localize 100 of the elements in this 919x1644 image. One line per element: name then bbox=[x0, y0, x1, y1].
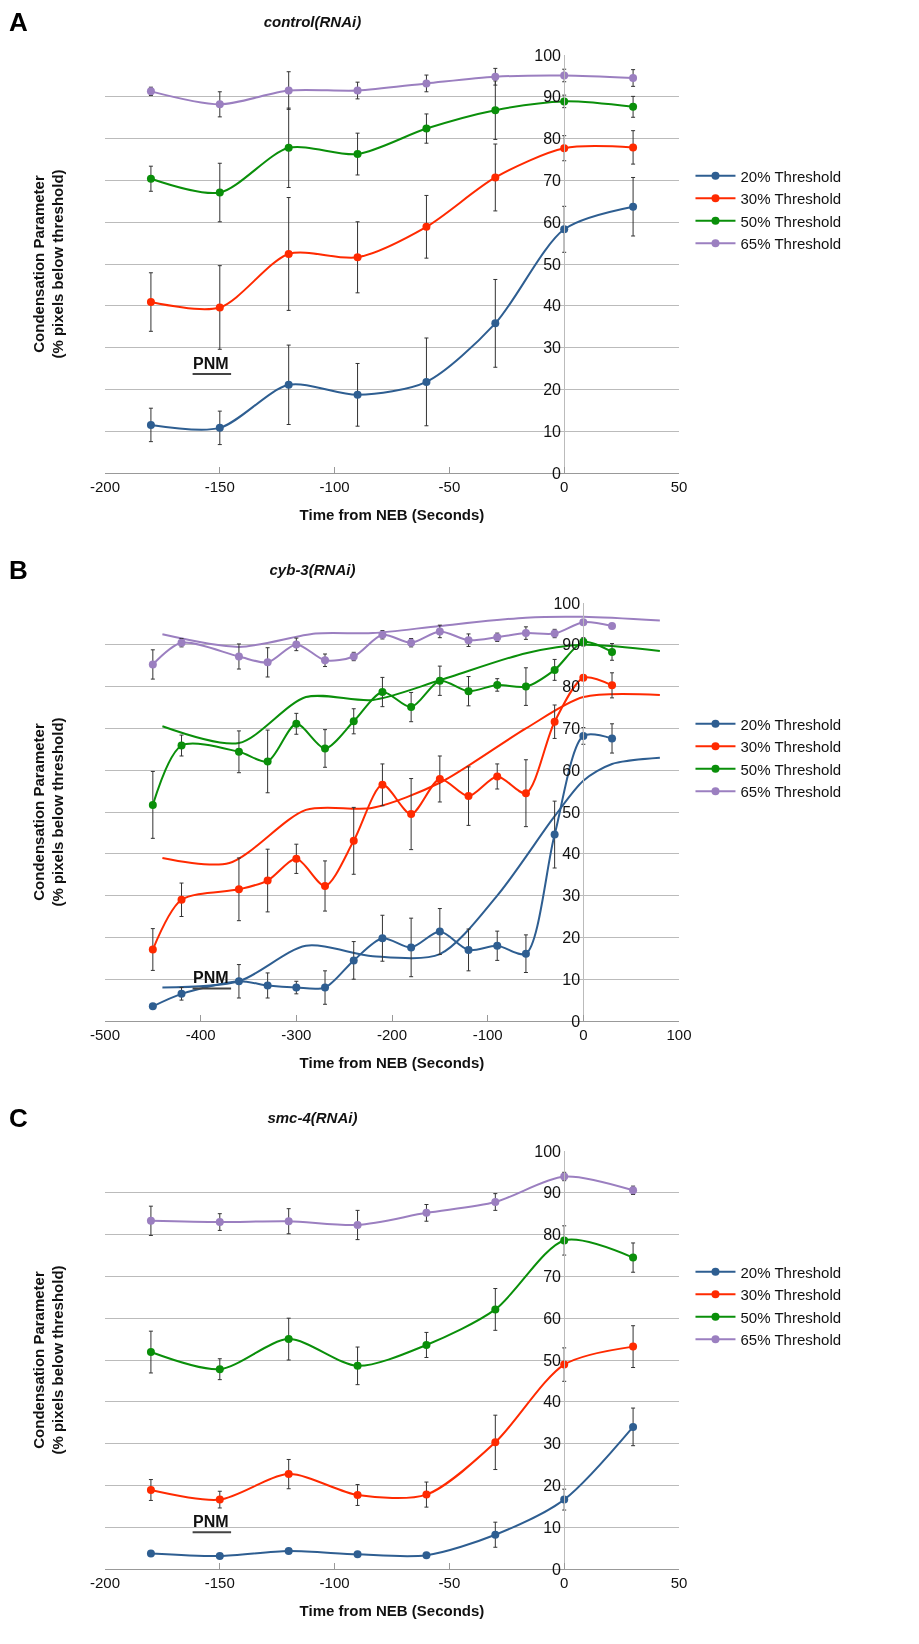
x-tick-label: 50 bbox=[670, 478, 688, 495]
point bbox=[284, 1217, 293, 1226]
y-tick-label: 10 bbox=[543, 1518, 562, 1536]
point bbox=[148, 800, 157, 809]
annotation: PNM bbox=[193, 969, 229, 986]
y-tick-label: 10 bbox=[562, 970, 581, 988]
point bbox=[608, 681, 617, 690]
chart-title: smc-4(RNAi) bbox=[267, 1108, 358, 1126]
x-tick-label: -200 bbox=[89, 1574, 121, 1591]
point bbox=[521, 789, 530, 798]
point bbox=[579, 618, 588, 627]
x-tick-label: 100 bbox=[666, 1026, 692, 1043]
point bbox=[284, 1470, 293, 1479]
y-tick-label: 30 bbox=[562, 887, 581, 905]
legend-label: 30% Threshold bbox=[740, 190, 842, 208]
x-tick-label: -300 bbox=[281, 1026, 312, 1043]
point bbox=[349, 717, 358, 726]
point bbox=[353, 150, 362, 159]
point bbox=[491, 1198, 500, 1206]
point bbox=[464, 945, 473, 954]
point bbox=[422, 1551, 431, 1560]
y-tick-label: 0 bbox=[571, 1012, 581, 1030]
point bbox=[321, 744, 330, 753]
point bbox=[422, 1340, 431, 1349]
annotation: PNM bbox=[193, 355, 229, 372]
y-tick-label: 100 bbox=[553, 594, 581, 612]
point bbox=[284, 380, 293, 389]
point bbox=[215, 303, 224, 312]
point bbox=[629, 1342, 638, 1351]
point bbox=[491, 72, 500, 81]
point bbox=[608, 621, 617, 630]
point bbox=[491, 1530, 500, 1539]
point bbox=[353, 1550, 362, 1559]
x-tick-label: -50 bbox=[438, 1574, 461, 1591]
point bbox=[215, 423, 224, 432]
y-tick-label: 50 bbox=[543, 1351, 562, 1369]
point bbox=[215, 1495, 224, 1504]
legend-label: 50% Threshold bbox=[740, 212, 842, 230]
point bbox=[215, 100, 224, 109]
legend-label: 20% Threshold bbox=[740, 715, 842, 733]
text: A bbox=[9, 7, 28, 37]
x-tick-label: -100 bbox=[472, 1026, 503, 1043]
point bbox=[493, 772, 502, 781]
y-tick-label: 40 bbox=[543, 297, 562, 315]
point bbox=[608, 647, 617, 656]
point bbox=[521, 682, 530, 691]
point bbox=[435, 774, 444, 783]
point bbox=[491, 1305, 500, 1314]
legend-label: 30% Threshold bbox=[740, 1286, 842, 1304]
x-tick-label: -150 bbox=[204, 478, 235, 495]
legend-label: 20% Threshold bbox=[740, 1263, 842, 1281]
point bbox=[378, 780, 387, 789]
point bbox=[284, 86, 293, 95]
annotation: PNM bbox=[193, 1513, 229, 1530]
y-tick-label: 20 bbox=[562, 929, 581, 946]
point bbox=[629, 1422, 638, 1431]
legend-label: 65% Threshold bbox=[740, 235, 842, 253]
point bbox=[177, 895, 186, 904]
point bbox=[493, 941, 502, 950]
legend-label: 20% Threshold bbox=[740, 167, 842, 185]
point bbox=[292, 854, 301, 863]
point bbox=[407, 810, 416, 819]
point bbox=[148, 945, 157, 954]
point bbox=[146, 1216, 155, 1225]
point bbox=[579, 673, 588, 682]
point bbox=[215, 1552, 224, 1561]
x-axis-title: Time from NEB (Seconds) bbox=[299, 506, 485, 523]
point bbox=[464, 687, 473, 696]
point bbox=[263, 981, 272, 990]
legend-label: 65% Threshold bbox=[740, 783, 842, 801]
point bbox=[146, 1549, 155, 1558]
point bbox=[407, 703, 416, 712]
x-tick-label: -200 bbox=[376, 1026, 408, 1043]
point bbox=[579, 731, 588, 740]
y-tick-label: 100 bbox=[534, 46, 562, 64]
point bbox=[521, 949, 530, 958]
point bbox=[146, 174, 155, 183]
x-axis-title: Time from NEB (Seconds) bbox=[299, 1054, 485, 1071]
point bbox=[422, 1490, 431, 1499]
y-tick-label: 70 bbox=[543, 1268, 562, 1285]
point bbox=[491, 173, 500, 182]
text: B bbox=[9, 555, 28, 585]
point bbox=[321, 983, 330, 992]
point bbox=[148, 660, 157, 669]
y-tick-label: 0 bbox=[552, 1560, 562, 1578]
point bbox=[353, 1220, 362, 1229]
x-tick-label: -400 bbox=[185, 1026, 216, 1043]
point bbox=[422, 377, 431, 386]
y-tick-label: 40 bbox=[543, 1393, 562, 1411]
chart-title: control(RNAi) bbox=[263, 12, 362, 30]
point bbox=[491, 106, 500, 115]
y-tick-label: 60 bbox=[543, 213, 562, 231]
y-tick-label: 30 bbox=[543, 1435, 562, 1453]
point bbox=[234, 977, 243, 986]
point bbox=[263, 876, 272, 885]
y-tick-label: 70 bbox=[543, 172, 562, 189]
x-tick-label: -100 bbox=[319, 1574, 350, 1591]
point bbox=[215, 1365, 224, 1374]
point bbox=[234, 652, 243, 661]
text: C bbox=[9, 1103, 28, 1133]
